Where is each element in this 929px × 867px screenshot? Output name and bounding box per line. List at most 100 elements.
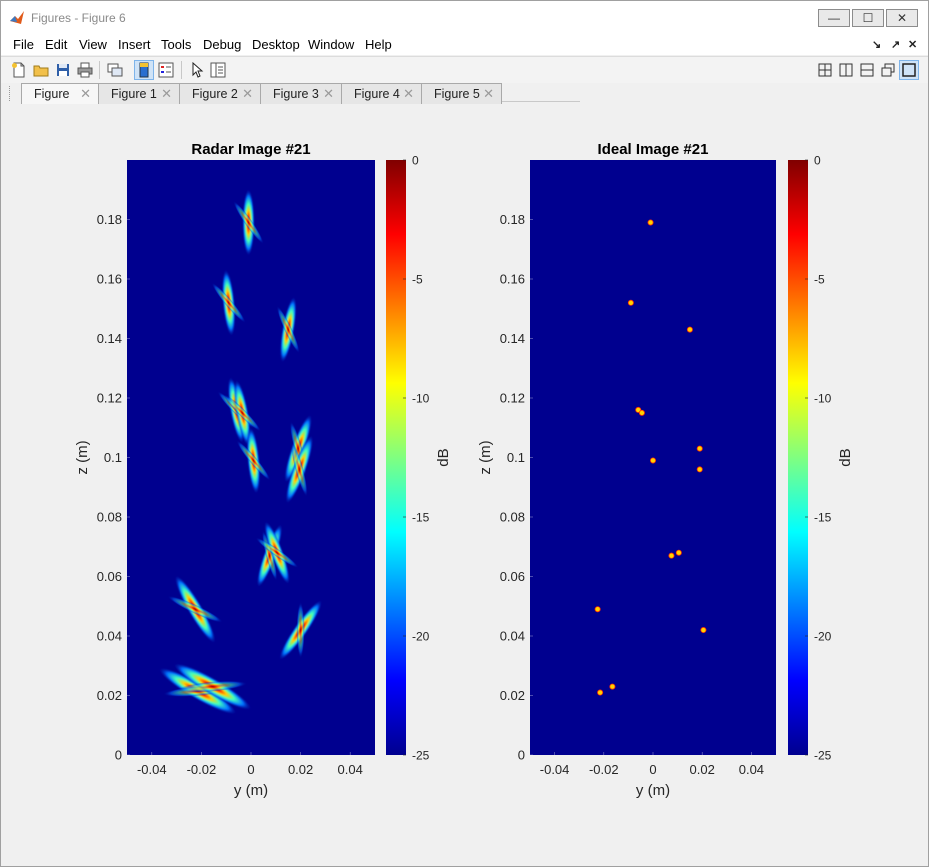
x-tick-label: 0.04 bbox=[739, 762, 764, 777]
colorbar-tick-label: -15 bbox=[412, 511, 430, 525]
ideal-scatter-point bbox=[638, 409, 645, 416]
close-tab-icon[interactable]: ✕ bbox=[80, 86, 91, 101]
close-icon: ✕ bbox=[896, 11, 908, 25]
radar-sidelobe bbox=[291, 442, 308, 497]
radar-sidelobe bbox=[211, 282, 246, 323]
colorbar-toggle-button[interactable] bbox=[134, 60, 154, 80]
colorbar-tick-label: 0 bbox=[814, 154, 821, 168]
colorbar-label: dB bbox=[837, 448, 854, 466]
ideal-scatter-point bbox=[647, 219, 654, 226]
tab-label: Figure 3 bbox=[273, 87, 319, 101]
tab-baseline bbox=[502, 101, 580, 102]
radar-sidelobe bbox=[236, 440, 271, 481]
y-axis-label: z (m) bbox=[477, 440, 494, 474]
ideal-scatter-point bbox=[597, 689, 604, 696]
figure-tabs: Figure ✕ Figure 1 ✕ Figure 2 ✕ Figure 3 … bbox=[1, 83, 928, 105]
tile-grid-button[interactable] bbox=[815, 60, 835, 80]
menu-help[interactable]: Help bbox=[365, 37, 392, 52]
x-tick-label: 0.02 bbox=[288, 762, 313, 777]
close-tab-icon[interactable]: ✕ bbox=[403, 86, 414, 101]
maximize-button[interactable]: ☐ bbox=[852, 9, 884, 27]
menu-insert[interactable]: Insert bbox=[118, 37, 151, 52]
tab-figure-5[interactable]: Figure 5 ✕ bbox=[421, 83, 502, 104]
tab-figure[interactable]: Figure ✕ bbox=[21, 83, 99, 104]
colorbar-tick-label: -5 bbox=[412, 273, 423, 287]
single-layout-icon bbox=[902, 63, 916, 77]
close-tab-icon[interactable]: ✕ bbox=[323, 86, 334, 101]
x-axis-label: y (m) bbox=[234, 782, 268, 799]
maximize-icon: ☐ bbox=[862, 11, 874, 25]
radar-sidelobe bbox=[177, 680, 248, 693]
pointer-arrow-icon bbox=[192, 62, 204, 78]
float-button[interactable] bbox=[878, 60, 898, 80]
close-tab-icon[interactable]: ✕ bbox=[483, 86, 494, 101]
x-tick-label: 0 bbox=[649, 762, 656, 777]
radar-sidelobe bbox=[167, 595, 223, 623]
radar-sidelobe bbox=[233, 200, 264, 244]
ideal-scatter-point bbox=[675, 549, 682, 556]
menu-bar: File Edit View Insert Tools Debug Deskto… bbox=[1, 35, 928, 55]
figure-canvas: Radar Image #21 -0.04 -0.02 0 0.02 0.04 0 0.02 0… bbox=[9, 104, 922, 861]
ideal-image-chart: Ideal Image #21 -0.04 -0.02 0 0.02 0.04 0 0.02 0… bbox=[477, 141, 854, 799]
menu-tools[interactable]: Tools bbox=[161, 37, 192, 52]
tab-label: Figure 5 bbox=[434, 87, 480, 101]
tab-figure-4[interactable]: Figure 4 ✕ bbox=[341, 83, 422, 104]
menu-file[interactable]: File bbox=[13, 37, 34, 52]
x-axis-label: y (m) bbox=[636, 782, 670, 799]
ideal-scatter-point bbox=[627, 299, 634, 306]
chart-title: Ideal Image #21 bbox=[598, 141, 709, 158]
window-title: Figures - Figure 6 bbox=[31, 11, 126, 25]
tile-rows-button[interactable] bbox=[857, 60, 877, 80]
y-tick-label: 0.08 bbox=[500, 510, 525, 525]
grid-layout-icon bbox=[818, 63, 832, 77]
y-tick-label: 0.16 bbox=[97, 272, 122, 287]
y-tick-label: 0 bbox=[115, 748, 122, 763]
menu-view[interactable]: View bbox=[79, 37, 107, 52]
open-file-button[interactable] bbox=[31, 60, 51, 80]
close-tab-icon[interactable]: ✕ bbox=[161, 86, 172, 101]
print-button[interactable] bbox=[75, 60, 95, 80]
link-plot-button[interactable] bbox=[105, 60, 125, 80]
title-bar[interactable]: Figures - Figure 6 — ☐ ✕ bbox=[1, 1, 928, 35]
undock-icon[interactable]: ↗ bbox=[891, 39, 901, 51]
save-button[interactable] bbox=[53, 60, 73, 80]
new-figure-button[interactable] bbox=[9, 60, 29, 80]
columns-layout-icon bbox=[839, 63, 853, 77]
menu-debug[interactable]: Debug bbox=[203, 37, 242, 52]
y-tick-label: 0.18 bbox=[500, 212, 525, 227]
plot-data-layer bbox=[594, 219, 707, 696]
y-tick-label: 0.06 bbox=[500, 569, 525, 584]
colorbar-tick-label: -20 bbox=[412, 630, 430, 644]
close-button[interactable]: ✕ bbox=[886, 9, 918, 27]
property-inspector-button[interactable] bbox=[208, 60, 228, 80]
legend-toggle-button[interactable] bbox=[156, 60, 176, 80]
close-tab-icon[interactable]: ✕ bbox=[242, 86, 253, 101]
ideal-scatter-point bbox=[668, 552, 675, 559]
tab-figure-2[interactable]: Figure 2 ✕ bbox=[179, 83, 261, 104]
tab-figure-3[interactable]: Figure 3 ✕ bbox=[260, 83, 342, 104]
rows-layout-icon bbox=[860, 63, 874, 77]
tile-columns-button[interactable] bbox=[836, 60, 856, 80]
y-tick-label: 0.12 bbox=[500, 391, 525, 406]
tab-figure-1[interactable]: Figure 1 ✕ bbox=[98, 83, 180, 104]
minimize-icon: — bbox=[828, 11, 840, 25]
figure-plot-area: Radar Image #21 -0.04 -0.02 0 0.02 0.04 0 0.02 0… bbox=[74, 141, 854, 799]
colorbar-label: dB bbox=[435, 448, 452, 466]
minimize-button[interactable]: — bbox=[818, 9, 850, 27]
colorbar-tick-label: -25 bbox=[412, 749, 430, 763]
ideal-scatter-point bbox=[700, 627, 707, 634]
ideal-scatter-point bbox=[594, 606, 601, 613]
menu-edit[interactable]: Edit bbox=[45, 37, 68, 52]
y-tick-label: 0.04 bbox=[500, 629, 525, 644]
toolbar-separator bbox=[99, 61, 100, 79]
menu-desktop[interactable]: Desktop bbox=[252, 37, 300, 52]
ideal-scatter-point bbox=[609, 683, 616, 690]
dock-icon[interactable]: ↘ bbox=[872, 39, 882, 51]
close-figure-icon[interactable]: ✕ bbox=[908, 39, 918, 51]
colorbar-icon bbox=[139, 62, 149, 78]
menu-window[interactable]: Window bbox=[308, 37, 355, 52]
tab-grip bbox=[9, 86, 12, 101]
edit-plot-button[interactable] bbox=[187, 60, 207, 80]
maximize-layout-button[interactable] bbox=[899, 60, 919, 80]
radar-sidelobe bbox=[255, 537, 299, 568]
